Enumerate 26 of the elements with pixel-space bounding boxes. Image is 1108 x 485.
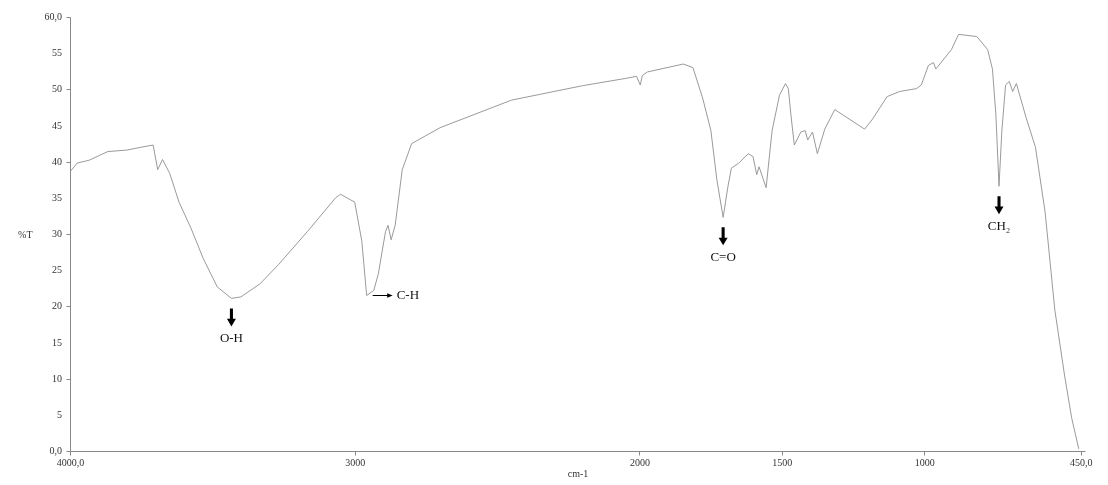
y-tick-label: 0,0: [49, 445, 62, 456]
annotation: O-H: [219, 330, 243, 346]
line-series: [70, 33, 1080, 450]
x-tick-label: 1500: [772, 456, 793, 468]
x-tick-label: 450,0: [1069, 456, 1093, 468]
y-tick-label: 35: [52, 191, 62, 203]
y-tick-label: 15: [52, 336, 62, 348]
x-tick-label: 4000,0: [56, 456, 85, 468]
y-tick-label: 30: [52, 228, 62, 239]
annotation: CH₂: [987, 218, 1011, 234]
x-axis-title: cm-1: [567, 467, 589, 479]
y-tick-label: 20: [52, 300, 62, 312]
y-tick-label: 55: [52, 47, 62, 59]
y-tick-label: 45: [52, 119, 62, 131]
x-tick-label: 3000: [345, 456, 366, 468]
y-tick-label: 40: [52, 155, 62, 167]
y-tick-label: 5: [57, 408, 62, 420]
x-tick-label: 1000: [914, 456, 935, 468]
y-tick-label: 25: [52, 264, 62, 276]
y-axis-title: %T: [18, 228, 33, 240]
x-tick-label: 2000: [629, 456, 650, 468]
y-tick-label: 60,0: [44, 11, 62, 22]
y-tick-label: 50: [52, 83, 62, 95]
annotation: C=O: [710, 249, 736, 265]
y-tick-label: 10: [52, 372, 62, 384]
annotation: C-H: [396, 287, 420, 303]
